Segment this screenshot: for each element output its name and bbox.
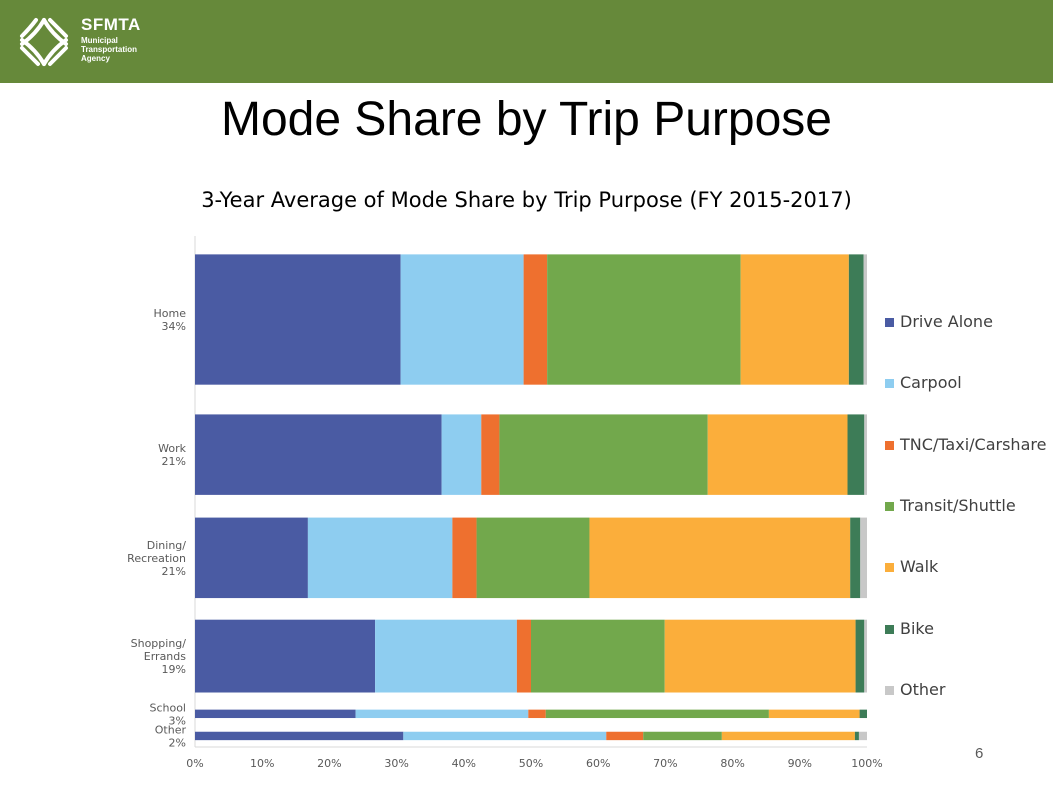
bar-segment bbox=[195, 619, 376, 693]
legend-swatch bbox=[885, 685, 894, 695]
bar-segment bbox=[854, 731, 859, 741]
x-tick-label: 70% bbox=[653, 757, 677, 770]
x-tick-label: 50% bbox=[519, 757, 543, 770]
bar-segment bbox=[589, 517, 851, 599]
x-tick-label: 40% bbox=[452, 757, 476, 770]
category-label: School bbox=[149, 701, 186, 714]
bar-segment bbox=[195, 731, 404, 741]
bar-segment bbox=[195, 709, 356, 719]
category-label: 21% bbox=[162, 565, 186, 578]
legend-label: Walk bbox=[900, 557, 939, 577]
legend-swatch bbox=[885, 501, 894, 511]
category-label: 19% bbox=[162, 663, 186, 676]
bar-segment bbox=[707, 414, 848, 495]
x-tick-label: 100% bbox=[851, 757, 882, 770]
category-label: Other bbox=[155, 723, 187, 736]
category-label: Dining/ bbox=[147, 539, 187, 552]
bar-segment bbox=[441, 414, 482, 495]
legend-label: Other bbox=[900, 679, 946, 699]
bar-segment bbox=[863, 254, 867, 385]
bar-segment bbox=[855, 619, 865, 693]
bar-segment bbox=[355, 709, 529, 719]
bar-segment bbox=[606, 731, 644, 741]
category-label: 34% bbox=[162, 320, 186, 333]
brand-subtitle: Municipal Transportation Agency bbox=[81, 36, 137, 63]
bar-segment bbox=[195, 517, 308, 599]
category-label: Home bbox=[154, 307, 187, 320]
header-bar bbox=[0, 0, 1053, 83]
category-label: Recreation bbox=[127, 552, 186, 565]
bar-segment bbox=[860, 517, 867, 599]
brand-line: Agency bbox=[81, 54, 110, 63]
bar-segment bbox=[516, 619, 531, 693]
bar-segment bbox=[452, 517, 477, 599]
bar-segment bbox=[864, 414, 867, 495]
x-tick-label: 60% bbox=[586, 757, 610, 770]
bar-segment bbox=[481, 414, 500, 495]
bar-segment bbox=[195, 254, 401, 385]
bar-segment bbox=[859, 709, 867, 719]
legend-label: Drive Alone bbox=[900, 312, 993, 331]
bar-segment bbox=[195, 414, 442, 495]
bar-segment bbox=[864, 619, 867, 693]
bar-segment bbox=[643, 731, 722, 741]
bar-segment bbox=[848, 254, 864, 385]
legend-swatch bbox=[885, 563, 894, 573]
bar-segment bbox=[307, 517, 453, 599]
legend-label: TNC/Taxi/Carshare bbox=[900, 434, 1047, 454]
brand-name: SFMTA bbox=[81, 15, 141, 34]
bar-segment bbox=[523, 254, 548, 385]
bar-segment bbox=[850, 517, 861, 599]
category-label: Errands bbox=[144, 650, 186, 663]
bar-segment bbox=[400, 254, 524, 385]
category-label: 3% bbox=[169, 714, 186, 727]
category-label: 21% bbox=[162, 455, 186, 468]
legend-swatch bbox=[885, 624, 894, 634]
legend-swatch bbox=[885, 318, 894, 327]
bar-segment bbox=[768, 709, 860, 719]
category-label: Shopping/ bbox=[131, 637, 187, 650]
bar-segment bbox=[547, 254, 741, 385]
bar-segment bbox=[664, 619, 856, 693]
sfmta-logo-icon bbox=[20, 18, 68, 66]
legend-label: Transit/Shuttle bbox=[900, 495, 1016, 515]
brand-line: Municipal bbox=[81, 36, 118, 45]
legend-swatch bbox=[885, 440, 894, 450]
brand-line: Transportation bbox=[81, 45, 138, 54]
legend-label: Bike bbox=[900, 618, 934, 638]
bar-segment bbox=[403, 731, 607, 741]
chart-title: 3-Year Average of Mode Share by Trip Pur… bbox=[201, 188, 852, 212]
bar-segment bbox=[531, 619, 665, 693]
legend-swatch bbox=[885, 379, 894, 389]
legend-label: Carpool bbox=[900, 373, 962, 393]
page-number: 6 bbox=[975, 745, 984, 762]
bar-segment bbox=[476, 517, 590, 599]
bar-segment bbox=[499, 414, 708, 495]
x-tick-label: 30% bbox=[384, 757, 408, 770]
x-tick-label: 10% bbox=[250, 757, 274, 770]
x-tick-label: 20% bbox=[317, 757, 341, 770]
bar-segment bbox=[847, 414, 865, 495]
bar-segment bbox=[375, 619, 517, 693]
slide-title: Mode Share by Trip Purpose bbox=[221, 93, 832, 146]
x-tick-label: 90% bbox=[788, 757, 812, 770]
x-tick-label: 80% bbox=[720, 757, 744, 770]
bar-segment bbox=[858, 731, 867, 741]
category-label: 2% bbox=[169, 736, 186, 749]
bar-segment bbox=[545, 709, 769, 719]
bar-segment bbox=[528, 709, 546, 719]
bar-segment bbox=[740, 254, 849, 385]
x-tick-label: 0% bbox=[186, 757, 203, 770]
bar-segment bbox=[721, 731, 855, 741]
category-label: Work bbox=[158, 442, 186, 455]
